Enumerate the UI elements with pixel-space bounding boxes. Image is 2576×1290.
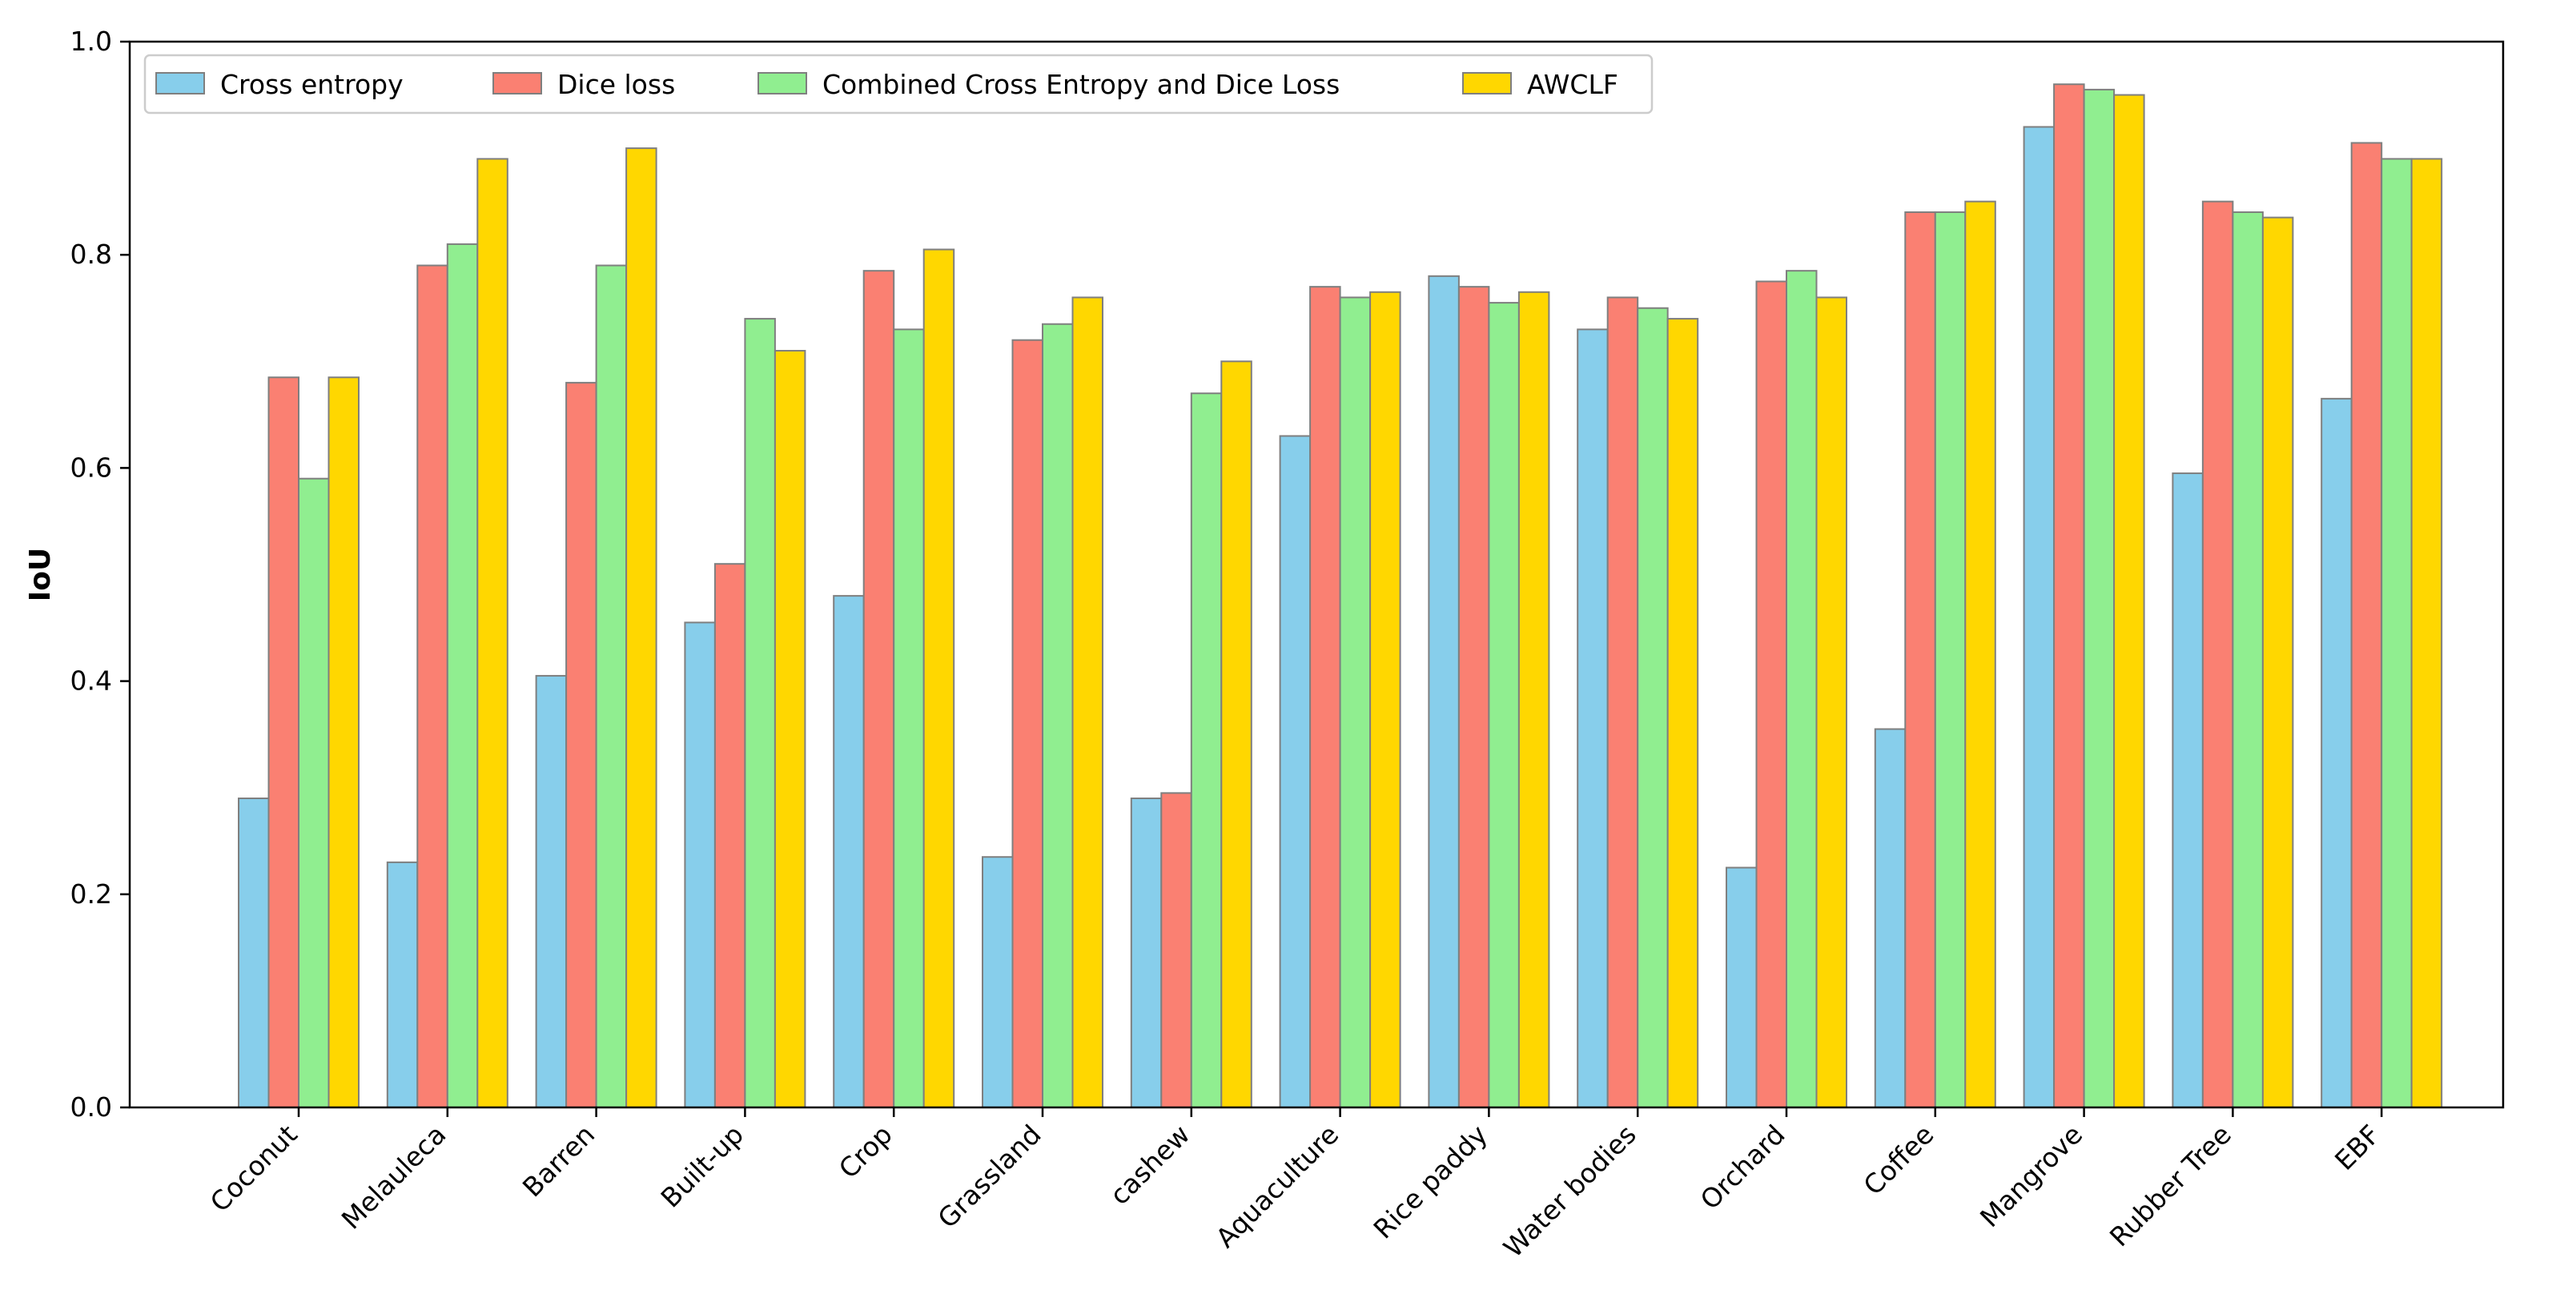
bar-crop-series-2 — [862, 270, 895, 1108]
y-tick-label: 0.8 — [70, 239, 112, 270]
plot-frame — [128, 40, 2505, 1109]
legend-swatch — [155, 72, 205, 94]
bar-grassland-series-1 — [982, 856, 1014, 1108]
bar-orchard-series-3 — [1786, 270, 1818, 1108]
bar-mangrove-series-2 — [2053, 83, 2085, 1109]
bar-crop-series-3 — [893, 328, 925, 1108]
bar-rubber-tree-series-2 — [2201, 200, 2234, 1108]
bar-coconut-series-4 — [328, 376, 360, 1108]
legend-label: Cross entropy — [220, 69, 404, 100]
legend-swatch — [758, 72, 807, 94]
x-tick-label: Melauleca — [336, 1119, 452, 1236]
x-tick-label: Aquaculture — [1210, 1119, 1345, 1254]
legend-label: Combined Cross Entropy and Dice Loss — [822, 69, 1340, 100]
y-tick-label: 0.0 — [70, 1091, 112, 1123]
bar-barren-series-2 — [565, 381, 597, 1109]
x-tick-label: Built-up — [655, 1119, 750, 1214]
y-tick-label: 0.4 — [70, 665, 112, 697]
bar-rice-paddy-series-1 — [1428, 275, 1460, 1109]
y-tick-label: 0.2 — [70, 878, 112, 910]
bar-coconut-series-1 — [238, 798, 270, 1108]
y-axis-title: IoU — [24, 548, 57, 601]
x-tick-label: Rubber Tree — [2104, 1119, 2237, 1252]
x-tick-label: Rice paddy — [1368, 1119, 1493, 1244]
x-tick-label: Barren — [516, 1119, 601, 1203]
bar-coffee-series-3 — [1934, 211, 1967, 1109]
x-axis: Coconut Melauleca Barren Built-up Crop Grassl… — [204, 1107, 2386, 1264]
x-tick-label: Water bodies — [1497, 1119, 1642, 1264]
x-tick-label: Orchard — [1694, 1119, 1791, 1216]
legend: Cross entropy Dice loss Combined Cross Ent… — [143, 54, 1654, 115]
bar-aquaculture-series-2 — [1309, 286, 1341, 1108]
bar-mangrove-series-3 — [2083, 88, 2116, 1108]
bar-mangrove-series-4 — [2113, 94, 2145, 1108]
bar-rice-paddy-series-2 — [1457, 286, 1490, 1108]
bar-crop-series-4 — [922, 248, 955, 1108]
bar-ebf-series-2 — [2350, 142, 2383, 1109]
bar-water-bodies-series-1 — [1577, 328, 1609, 1108]
bar-mangrove-series-1 — [2023, 126, 2056, 1109]
bar-cashew-series-1 — [1130, 798, 1163, 1108]
x-tick-label: Coconut — [204, 1119, 303, 1218]
bar-cashew-series-4 — [1220, 360, 1252, 1108]
bar-coconut-series-2 — [267, 376, 299, 1108]
bar-ebf-series-3 — [2381, 158, 2413, 1108]
legend-box — [143, 54, 1654, 115]
bar-ebf-series-1 — [2321, 397, 2353, 1108]
y-tick-label: 0.6 — [70, 452, 112, 483]
bar-melauleca-series-1 — [386, 861, 419, 1108]
bar-rubber-tree-series-1 — [2172, 472, 2204, 1108]
bar-barren-series-1 — [535, 674, 568, 1108]
legend-swatch — [492, 72, 542, 94]
bar-built-up-series-2 — [713, 563, 746, 1108]
bars-layer — [238, 83, 2443, 1109]
bar-built-up-series-4 — [774, 349, 806, 1108]
bar-rice-paddy-series-3 — [1488, 302, 1520, 1109]
bar-rubber-tree-series-3 — [2232, 211, 2264, 1109]
bar-melauleca-series-3 — [446, 243, 479, 1108]
bar-coffee-series-4 — [1964, 200, 1996, 1108]
bar-grassland-series-2 — [1011, 339, 1043, 1108]
bar-rice-paddy-series-4 — [1517, 291, 1550, 1109]
bar-orchard-series-1 — [1726, 866, 1758, 1109]
bar-aquaculture-series-1 — [1279, 435, 1312, 1108]
bar-cashew-series-2 — [1160, 792, 1192, 1108]
x-tick-label: Grassland — [931, 1119, 1047, 1234]
bar-water-bodies-series-3 — [1637, 307, 1669, 1108]
bar-built-up-series-1 — [684, 621, 716, 1108]
y-tick-label: 1.0 — [70, 26, 112, 57]
x-tick-label: Mangrove — [1974, 1119, 2088, 1233]
x-tick-label: EBF — [2329, 1119, 2386, 1176]
bar-water-bodies-series-4 — [1666, 318, 1699, 1108]
bar-cashew-series-3 — [1190, 392, 1223, 1109]
bar-orchard-series-4 — [1815, 296, 1847, 1108]
bar-grassland-series-3 — [1042, 323, 1074, 1108]
legend-label: Dice loss — [557, 69, 675, 100]
bar-built-up-series-3 — [744, 318, 776, 1108]
x-tick-label: Coffee — [1858, 1119, 1940, 1201]
bar-ebf-series-4 — [2410, 158, 2443, 1108]
bar-coffee-series-2 — [1904, 211, 1936, 1109]
legend-label: AWCLF — [1527, 69, 1618, 100]
bar-melauleca-series-2 — [416, 264, 448, 1108]
x-tick-label: cashew — [1103, 1119, 1196, 1211]
bar-orchard-series-2 — [1755, 280, 1787, 1109]
x-tick-label: Crop — [833, 1119, 898, 1184]
bar-barren-series-4 — [625, 147, 657, 1109]
bar-crop-series-1 — [833, 595, 865, 1108]
bar-water-bodies-series-2 — [1606, 296, 1639, 1108]
bar-rubber-tree-series-4 — [2261, 216, 2294, 1108]
bar-barren-series-3 — [595, 264, 628, 1108]
bar-coffee-series-1 — [1874, 728, 1907, 1108]
bar-grassland-series-4 — [1071, 296, 1103, 1108]
bar-melauleca-series-4 — [476, 158, 508, 1108]
bar-aquaculture-series-3 — [1339, 296, 1372, 1108]
legend-swatch — [1462, 72, 1512, 94]
bar-coconut-series-3 — [298, 477, 330, 1108]
bar-aquaculture-series-4 — [1369, 291, 1401, 1109]
y-axis: 0.0 0.2 0.4 0.6 0.8 1.0 — [70, 26, 130, 1123]
